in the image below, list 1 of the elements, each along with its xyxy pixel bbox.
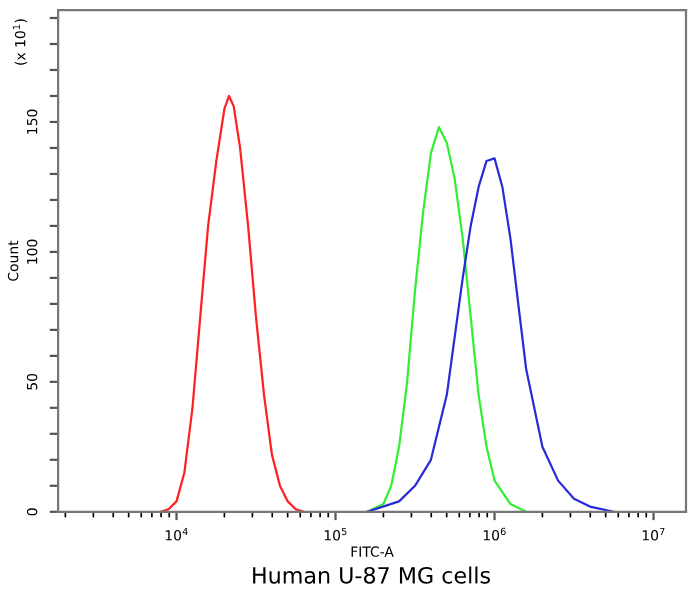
text: Human U-87 MG cells — [253, 566, 490, 584]
